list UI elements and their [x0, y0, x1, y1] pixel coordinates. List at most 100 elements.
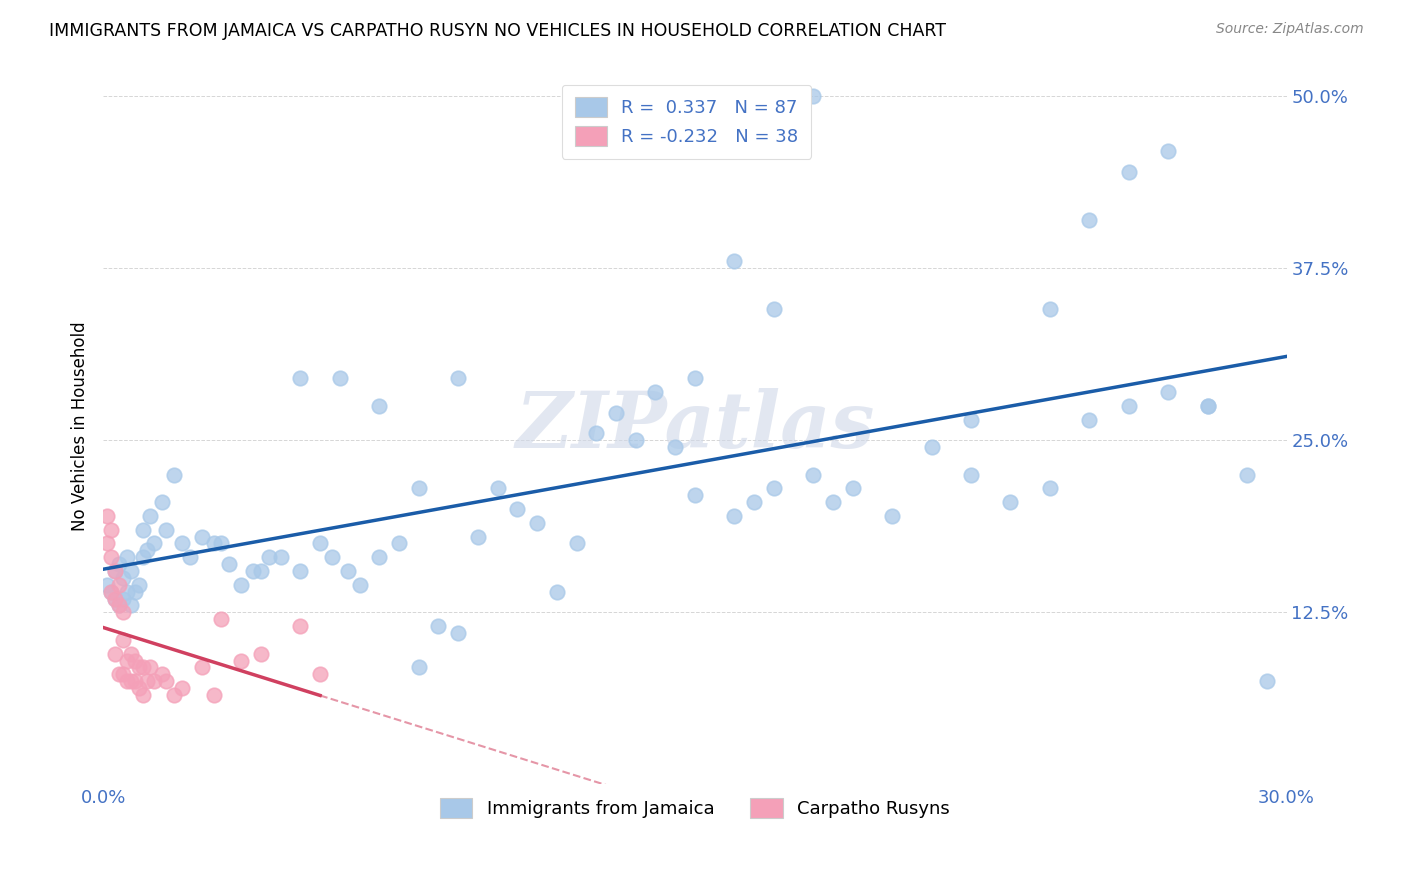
Point: [801, 89, 824, 103]
Point: [921, 440, 943, 454]
Point: [1000, 495, 1022, 509]
Point: [1118, 165, 1140, 179]
Point: [742, 495, 765, 509]
Point: [115, 584, 138, 599]
Point: [120, 564, 142, 578]
Point: [104, 591, 127, 606]
Point: [336, 564, 359, 578]
Point: [880, 508, 903, 523]
Point: [546, 584, 568, 599]
Point: [257, 550, 280, 565]
Point: [309, 536, 332, 550]
Point: [202, 688, 225, 702]
Point: [115, 550, 138, 565]
Point: [100, 550, 122, 565]
Point: [242, 564, 264, 578]
Point: [270, 550, 292, 565]
Point: [104, 591, 127, 606]
Point: [1197, 399, 1219, 413]
Point: [108, 557, 131, 571]
Point: [841, 482, 863, 496]
Point: [821, 495, 844, 509]
Point: [131, 550, 153, 565]
Point: [723, 254, 745, 268]
Point: [1078, 412, 1101, 426]
Point: [128, 578, 150, 592]
Point: [108, 667, 131, 681]
Point: [526, 516, 548, 530]
Point: [111, 591, 134, 606]
Point: [644, 385, 666, 400]
Point: [408, 660, 430, 674]
Point: [231, 653, 253, 667]
Point: [1157, 385, 1180, 400]
Point: [120, 674, 142, 689]
Point: [368, 399, 391, 413]
Point: [1118, 399, 1140, 413]
Point: [139, 660, 162, 674]
Point: [155, 674, 177, 689]
Point: [218, 557, 240, 571]
Point: [104, 564, 127, 578]
Point: [135, 674, 157, 689]
Point: [128, 660, 150, 674]
Point: [1157, 144, 1180, 158]
Point: [1236, 467, 1258, 482]
Point: [447, 371, 470, 385]
Point: [124, 653, 146, 667]
Point: [506, 502, 529, 516]
Point: [290, 619, 312, 633]
Point: [190, 530, 212, 544]
Point: [131, 660, 153, 674]
Point: [1197, 399, 1219, 413]
Legend: Immigrants from Jamaica, Carpatho Rusyns: Immigrants from Jamaica, Carpatho Rusyns: [433, 791, 957, 825]
Point: [115, 653, 138, 667]
Point: [108, 599, 131, 613]
Point: [104, 564, 127, 578]
Point: [321, 550, 343, 565]
Point: [96, 536, 118, 550]
Point: [143, 674, 166, 689]
Point: [100, 523, 122, 537]
Point: [108, 578, 131, 592]
Point: [467, 530, 489, 544]
Point: [427, 619, 450, 633]
Point: [290, 564, 312, 578]
Point: [131, 523, 153, 537]
Point: [150, 667, 173, 681]
Point: [960, 412, 983, 426]
Point: [115, 674, 138, 689]
Point: [124, 674, 146, 689]
Point: [96, 578, 118, 592]
Y-axis label: No Vehicles in Household: No Vehicles in Household: [72, 322, 89, 532]
Point: [309, 667, 332, 681]
Point: [801, 467, 824, 482]
Point: [143, 536, 166, 550]
Point: [163, 467, 186, 482]
Point: [190, 660, 212, 674]
Point: [250, 564, 273, 578]
Point: [349, 578, 371, 592]
Point: [388, 536, 411, 550]
Point: [155, 523, 177, 537]
Point: [111, 667, 134, 681]
Point: [1039, 482, 1062, 496]
Point: [762, 302, 785, 317]
Point: [211, 612, 233, 626]
Text: Source: ZipAtlas.com: Source: ZipAtlas.com: [1216, 22, 1364, 37]
Point: [202, 536, 225, 550]
Point: [96, 508, 118, 523]
Point: [131, 688, 153, 702]
Text: IMMIGRANTS FROM JAMAICA VS CARPATHO RUSYN NO VEHICLES IN HOUSEHOLD CORRELATION C: IMMIGRANTS FROM JAMAICA VS CARPATHO RUSY…: [49, 22, 946, 40]
Point: [486, 482, 509, 496]
Point: [100, 584, 122, 599]
Point: [231, 578, 253, 592]
Point: [120, 599, 142, 613]
Point: [447, 626, 470, 640]
Point: [111, 571, 134, 585]
Point: [135, 543, 157, 558]
Point: [1039, 302, 1062, 317]
Text: ZIPatlas: ZIPatlas: [515, 388, 875, 465]
Point: [163, 688, 186, 702]
Point: [565, 536, 588, 550]
